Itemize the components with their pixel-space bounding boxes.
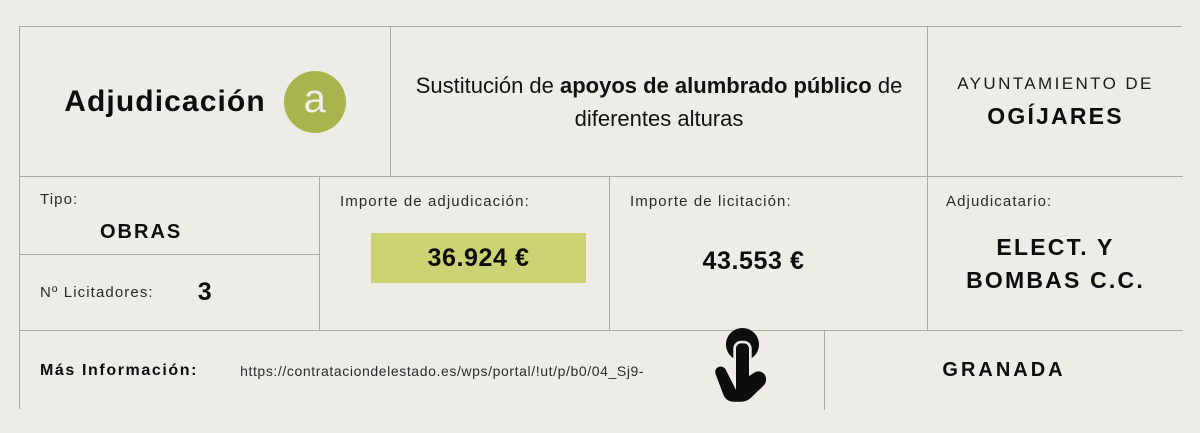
- contract-subject-cell: Sustitución de apoyos de alumbrado públi…: [390, 27, 927, 177]
- adjudicatario-label: Adjudicatario:: [946, 193, 1053, 210]
- province-name: GRANADA: [942, 359, 1066, 381]
- adjudication-card: Adjudicación a Sustitución de apoyos de …: [19, 26, 1183, 410]
- brand-letter: a: [303, 76, 326, 121]
- more-info-label: Más Información:: [40, 361, 199, 379]
- more-info-cell: Más Información: https://contrataciondel…: [20, 331, 824, 410]
- adjudicatario-cell: Adjudicatario: ELECT. Y BOMBAS C.C.: [927, 177, 1183, 331]
- organization-cell: AYUNTAMIENTO DE OGÍJARES: [927, 27, 1183, 177]
- importe-adjudicacion-label: Importe de adjudicación:: [340, 193, 530, 210]
- importe-adjudicacion-value: 36.924 €: [427, 243, 530, 272]
- organization-prefix: AYUNTAMIENTO DE: [957, 73, 1154, 93]
- importe-licitacion-cell: Importe de licitación: 43.553 €: [609, 177, 927, 331]
- subject-part-bold: apoyos de alumbrado público: [560, 72, 872, 98]
- province-cell: GRANADA: [824, 331, 1183, 410]
- importe-licitacion-value: 43.553 €: [702, 247, 805, 275]
- organization-name: OGÍJARES: [987, 102, 1124, 129]
- tipo-value: OBRAS: [100, 221, 183, 243]
- more-info-url[interactable]: https://contrataciondelestado.es/wps/por…: [240, 362, 645, 379]
- licitadores-value: 3: [197, 278, 212, 306]
- contract-subject-text: Sustitución de apoyos de alumbrado públi…: [405, 69, 913, 135]
- subject-part-2: de diferentes alturas: [574, 72, 903, 131]
- licitadores-cell: Nº Licitadores: 3: [20, 255, 319, 331]
- brand-circle-icon: a: [283, 70, 346, 133]
- importe-adjudicacion-highlight: 36.924 €: [371, 233, 586, 283]
- tipo-cell: Tipo: OBRAS: [20, 177, 319, 255]
- tipo-label: Tipo:: [40, 191, 79, 208]
- header-brand-cell: Adjudicación a: [20, 27, 390, 177]
- licitadores-label: Nº Licitadores:: [40, 284, 154, 301]
- importe-licitacion-label: Importe de licitación:: [630, 193, 792, 210]
- page-title: Adjudicación: [64, 84, 266, 118]
- subject-part-1: Sustitución de: [415, 72, 560, 98]
- adjudicatario-value: ELECT. Y BOMBAS C.C.: [966, 234, 1145, 294]
- importe-adjudicacion-cell: Importe de adjudicación: 36.924 €: [319, 177, 609, 331]
